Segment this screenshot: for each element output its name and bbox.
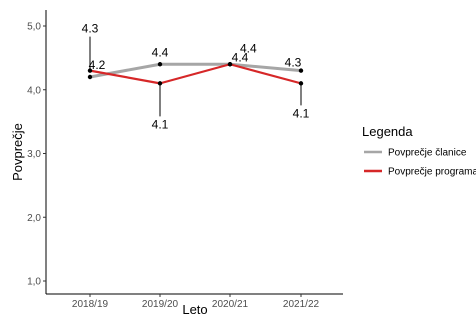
legend: Legenda Povprečje članice Povprečje prog…: [362, 124, 476, 178]
x-tick-label: 2018/19: [72, 299, 109, 310]
x-axis: 2018/19 2019/20 2020/21 2021/22: [46, 293, 343, 310]
legend-label-series-2: Povprečje programa: [388, 167, 476, 178]
data-point-s1-1: [87, 74, 93, 80]
data-points: [87, 62, 304, 86]
x-axis-title: Leto: [182, 302, 207, 317]
x-tick-label: 2019/20: [142, 299, 179, 310]
legend-title: Legenda: [362, 124, 413, 139]
data-point-s1-4: [298, 68, 304, 73]
data-label-s2-3: 4.4: [232, 50, 249, 64]
data-point-s2-1: [87, 68, 93, 73]
legend-label-series-1: Povprečje članice: [388, 148, 467, 159]
data-label-s1-1: 4.2: [89, 58, 106, 72]
x-tick-label: 2021/22: [283, 299, 320, 310]
data-point-s2-3: [227, 62, 233, 67]
data-label-s1-3: 4.4: [240, 41, 257, 55]
data-point-s2-2: [157, 81, 163, 86]
data-label-s2-1: 4.3: [82, 22, 99, 36]
data-point-s2-4: [298, 81, 304, 86]
y-tick-label: 3,0: [27, 149, 41, 160]
series-line-2: [89, 63, 302, 85]
y-tick-label: 5,0: [27, 22, 41, 33]
data-label-s2-2: 4.1: [152, 117, 169, 131]
data-point-s1-2: [157, 62, 163, 67]
label-connectors: [89, 36, 302, 117]
y-tick-label: 4,0: [27, 85, 41, 96]
y-tick-label: 2,0: [27, 213, 41, 224]
data-label-s1-2: 4.4: [152, 45, 169, 59]
y-tick-label: 1,0: [27, 277, 41, 288]
data-label-s2-4: 4.1: [293, 106, 310, 120]
y-axis: 1,0 2,0 3,0 4,0 5,0: [27, 10, 47, 294]
data-label-s1-4: 4.3: [285, 56, 302, 70]
series-lines: [89, 62, 302, 85]
series-line-1: [89, 62, 302, 79]
x-tick-label: 2020/21: [212, 299, 249, 310]
data-labels: 4.24.4 4.44.34.34.14.44.1: [82, 22, 310, 132]
y-axis-title: Povprečje: [10, 123, 25, 181]
